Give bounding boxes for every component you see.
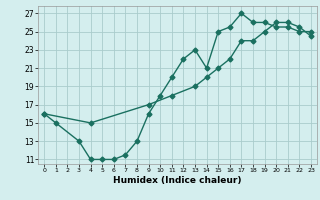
X-axis label: Humidex (Indice chaleur): Humidex (Indice chaleur) [113,176,242,185]
